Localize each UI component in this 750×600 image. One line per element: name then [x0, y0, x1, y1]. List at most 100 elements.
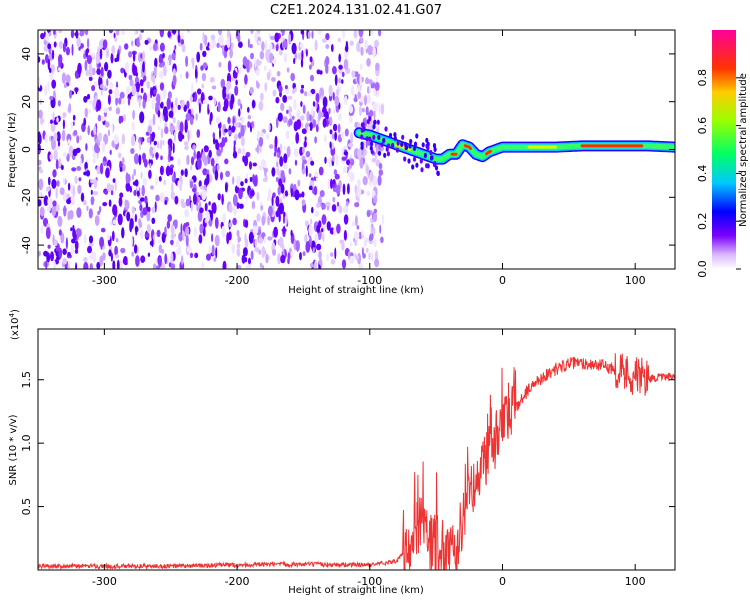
spectrogram-cell — [267, 193, 271, 201]
spectrogram-cell — [429, 155, 434, 161]
spectrogram-cell — [163, 65, 167, 77]
spectrogram-cell — [370, 83, 376, 89]
spectrogram-cell — [146, 210, 151, 222]
spectrogram-cell — [247, 106, 250, 113]
spectrogram-cell — [138, 154, 142, 166]
spectrogram-cell — [83, 95, 88, 103]
spectrogram-cell — [196, 51, 201, 63]
spectrogram-cell — [55, 159, 59, 170]
spectrogram-cell — [256, 213, 261, 222]
spectrogram-cell — [45, 227, 51, 239]
spectrogram-cell — [147, 206, 151, 212]
spectrogram-cell — [250, 250, 254, 260]
spectrogram-cell — [73, 129, 78, 136]
spectrogram-cell — [386, 151, 390, 157]
spectrogram-cell — [162, 140, 165, 146]
spectrogram-noise-region — [38, 30, 385, 269]
spectrogram-cell — [180, 223, 183, 235]
spectrogram-cell — [108, 106, 112, 111]
spectrogram-cell — [159, 82, 165, 91]
spectrogram-cell — [337, 37, 341, 43]
spectrogram-cell — [346, 159, 350, 166]
spectrogram-cell — [303, 140, 307, 148]
spectrogram-cell — [88, 235, 94, 244]
spectrogram-cell — [67, 210, 71, 221]
spectrogram-cell — [293, 147, 299, 158]
spectrogram-cell — [349, 40, 354, 46]
spectrogram-cell — [226, 30, 231, 40]
spectrogram-cell — [45, 54, 49, 64]
spectrogram-cell — [124, 61, 130, 74]
spectrogram-cell — [151, 206, 156, 214]
spectrogram-cell — [114, 36, 118, 43]
spectrogram-cell — [215, 247, 218, 259]
spectrogram-cell — [135, 72, 138, 77]
spectrogram-cell — [338, 113, 342, 122]
spectrogram-cell — [47, 58, 51, 70]
spectrogram-cell — [270, 35, 275, 41]
spectrogram-cell — [143, 177, 147, 187]
spectrogram-cell — [118, 152, 122, 159]
spectrogram-cell — [164, 253, 168, 265]
spectrogram-cell — [245, 195, 248, 202]
spectrogram-cell — [308, 64, 312, 70]
spectrogram-cell — [360, 141, 364, 147]
spectrogram-cell — [140, 171, 143, 179]
spectrogram-cell — [359, 105, 362, 117]
spectrogram-cell — [309, 114, 312, 122]
spectrogram-cell — [208, 245, 211, 255]
spectrogram-cell — [140, 137, 143, 145]
spectrogram-cell — [331, 133, 335, 140]
spectrogram-cell — [372, 124, 376, 130]
spectrogram-cell — [259, 144, 262, 154]
x-tick-label: -200 — [225, 274, 250, 287]
spectrogram-cell — [332, 66, 337, 75]
spectrogram-cell — [313, 185, 318, 196]
spectrogram-cell — [227, 116, 231, 125]
spectrogram-cell — [76, 135, 80, 144]
spectrogram-cell — [158, 63, 163, 68]
x-tick-label: -300 — [92, 575, 117, 588]
spectrogram-cell — [192, 193, 197, 205]
spectrogram-cell — [72, 185, 76, 198]
spectrogram-cell — [196, 205, 200, 212]
spectrogram-cell — [347, 183, 350, 195]
spectrogram-cell — [122, 114, 127, 122]
spectrogram-cell — [155, 194, 160, 202]
spectrogram-cell — [332, 155, 335, 162]
spectrogram-cell — [110, 52, 114, 64]
spectrogram-cell — [301, 128, 307, 135]
spectrogram-cell — [348, 105, 354, 114]
spectrogram-cell — [249, 60, 252, 70]
spectrogram-cell — [282, 40, 288, 49]
spectrogram-cell — [96, 261, 101, 269]
spectrogram-cell — [170, 190, 175, 200]
spectrogram-cell — [374, 258, 380, 268]
spectrogram-cell — [380, 142, 384, 148]
spectrogram-cell — [274, 135, 278, 148]
spectrogram-cell — [347, 171, 351, 176]
snr-frame — [37, 328, 676, 571]
spectrogram-cell — [208, 149, 212, 158]
spectrogram-cell — [335, 88, 340, 97]
spectrogram-cell — [254, 225, 259, 234]
spectrogram-cell — [216, 149, 222, 157]
spectrogram-cell — [220, 171, 223, 181]
spectrogram-cell — [214, 217, 219, 229]
spectrogram-cell — [142, 207, 148, 216]
spectrogram-cell — [275, 96, 280, 104]
spectrogram-cell — [122, 99, 126, 105]
spectrogram-cell — [50, 64, 55, 74]
spectrogram-cell — [38, 199, 42, 207]
spectrogram-cell — [151, 238, 154, 247]
spectrogram-cell — [242, 56, 248, 67]
spectrogram-cell — [107, 69, 112, 79]
spectrogram-cell — [228, 204, 233, 213]
spectrogram-cell — [238, 108, 241, 117]
spectrogram-cell — [65, 237, 68, 250]
spectrogram-cell — [114, 86, 120, 99]
spectrogram-cell — [353, 97, 358, 102]
spectrogram-cell — [99, 255, 104, 266]
spectrogram-cell — [154, 57, 158, 68]
